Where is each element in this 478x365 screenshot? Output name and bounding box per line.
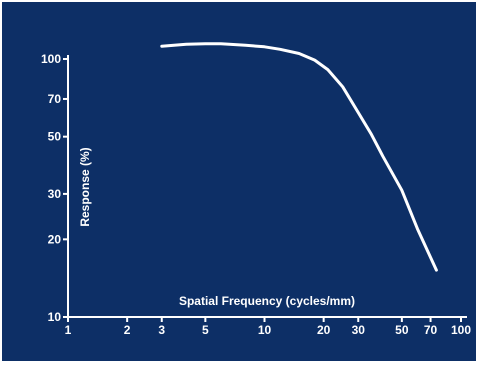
y-tick-label: 10 [48,310,62,324]
x-axis-title: Spatial Frequency (cycles/mm) [179,294,355,308]
x-tick-label: 100 [451,323,471,337]
x-tick-label: 3 [158,323,165,337]
y-tick-label: 100 [41,52,61,66]
x-tick-label: 70 [424,323,438,337]
y-tick-label: 70 [48,92,62,106]
x-tick-label: 1 [65,323,72,337]
chart-series [160,42,438,272]
y-tick-label: 30 [48,187,62,201]
x-tick-label: 5 [202,323,209,337]
x-tick-label: 20 [317,323,331,337]
mtf-curve [160,42,438,272]
x-tick-label: 10 [258,323,272,337]
y-axis-title: Response (%) [78,147,92,226]
y-tick-label: 20 [48,232,62,246]
x-tick-label: 50 [395,323,409,337]
x-tick-label: 2 [124,323,131,337]
chart-ticks: 10 20 30 50 70 100 1 2 3 5 10 20 30 50 70 100 [41,52,471,337]
chart-axes [67,55,467,318]
x-tick-label: 30 [352,323,366,337]
y-tick-label: 50 [48,130,62,144]
